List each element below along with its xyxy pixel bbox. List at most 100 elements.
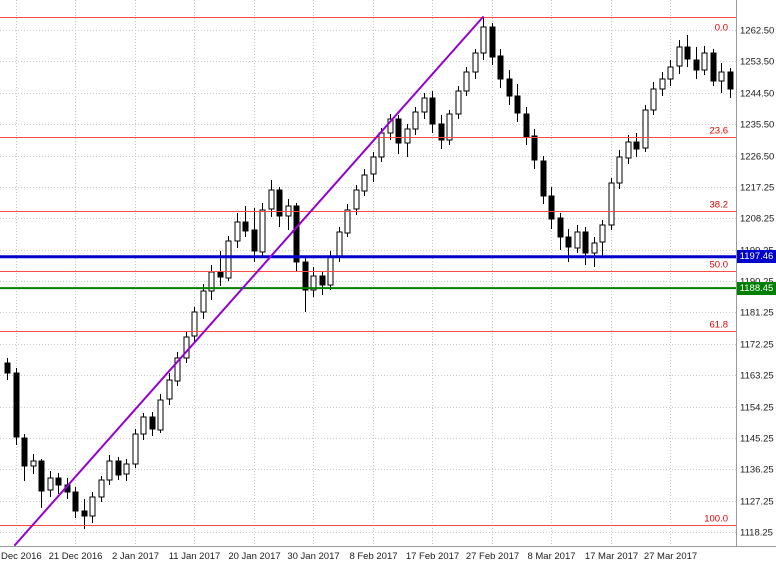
date-tick-label: 2 Jan 2017 (111, 551, 160, 562)
price-tick-label: 1235.50 (740, 119, 775, 130)
candle (149, 416, 156, 430)
candle (667, 66, 674, 80)
candle (13, 372, 20, 438)
candle (608, 182, 615, 226)
candle (531, 135, 538, 161)
candle (591, 242, 598, 254)
candle (701, 52, 708, 71)
candle (234, 221, 241, 242)
candle (370, 156, 377, 175)
candle (166, 379, 173, 400)
candle (132, 433, 139, 465)
price-tick-label: 1181.25 (740, 307, 774, 318)
price-tick-label: 1190.25 (740, 276, 774, 287)
candle (200, 290, 207, 313)
candle (710, 52, 717, 82)
date-tick-label: 8 Feb 2017 (349, 551, 398, 562)
candle (140, 416, 147, 435)
candle (310, 275, 317, 291)
candle (404, 128, 411, 144)
candle (472, 52, 479, 73)
candle (548, 195, 555, 220)
candle (268, 189, 275, 210)
candle (259, 209, 266, 253)
candle (106, 460, 113, 481)
candle (293, 205, 300, 263)
candle (302, 261, 309, 291)
candle (47, 477, 54, 491)
candle (319, 275, 326, 286)
candle (523, 113, 530, 138)
price-tick-label: 1217.25 (740, 182, 775, 193)
candle (650, 88, 657, 111)
candle (157, 399, 164, 431)
candle (55, 477, 62, 486)
candle (72, 491, 79, 512)
candle (497, 55, 504, 80)
price-tick-label: 1208.25 (740, 213, 775, 224)
date-axis-separator (0, 546, 776, 547)
price-tick-label: 1244.50 (740, 88, 775, 99)
price-axis[interactable]: 1262.50 1253.50 1244.50 1235.50 1226.50 1217.… (737, 0, 776, 546)
candle (616, 156, 623, 184)
candle (429, 97, 436, 125)
candle (718, 71, 725, 82)
candle (336, 231, 343, 257)
date-tick-label: 8 Mar 2017 (527, 551, 576, 562)
date-tick-label: 17 Feb 2017 (405, 551, 460, 562)
price-tick-label: 1145.25 (740, 433, 774, 444)
candle (574, 231, 581, 249)
candle (633, 141, 640, 150)
price-tick-label: 1226.50 (740, 151, 775, 162)
date-tick-label: 21 Dec 2016 (48, 551, 103, 562)
price-line-badge: 1197.46 (737, 250, 776, 264)
candle (225, 240, 232, 279)
candlestick-plot[interactable]: 0.0 23.6 38.2 50.0 61.8 100.0 (0, 0, 736, 546)
candle (276, 189, 283, 217)
candle (81, 510, 88, 517)
candle (353, 189, 360, 210)
candle (217, 271, 224, 278)
candle (438, 123, 445, 141)
candle (693, 59, 700, 71)
candle (361, 174, 368, 192)
candle (684, 46, 691, 60)
price-tick-label: 1136.25 (740, 464, 774, 475)
date-tick-label: 11 Jan 2017 (168, 551, 221, 562)
candle (412, 111, 419, 130)
candle (174, 357, 181, 382)
date-tick-label: Dec 2016 (1, 551, 42, 562)
candle (30, 460, 37, 467)
candle (4, 362, 11, 374)
candle (557, 217, 564, 238)
candle (242, 221, 249, 232)
candle (98, 479, 105, 498)
candle (115, 460, 122, 476)
date-tick-label: 20 Jan 2017 (228, 551, 281, 562)
candle (582, 231, 589, 254)
date-tick-label: 27 Feb 2017 (465, 551, 520, 562)
fib-level-label: 50.0 (710, 260, 729, 271)
candle (344, 209, 351, 234)
candle (38, 460, 45, 492)
fib-level-label: 23.6 (710, 126, 729, 137)
candle (446, 113, 453, 141)
candle (387, 118, 394, 134)
candle (642, 109, 649, 149)
candle (89, 496, 96, 517)
price-tick-label: 1172.25 (740, 339, 774, 350)
price-tick-label: 1262.50 (740, 25, 775, 36)
fib-level-label: 100.0 (704, 514, 728, 525)
candle (676, 46, 683, 67)
date-axis[interactable]: Dec 2016 21 Dec 2016 2 Jan 2017 11 Jan 2017… (0, 547, 736, 572)
price-tick-label: 1127.25 (740, 496, 774, 507)
candle (540, 160, 547, 197)
price-tick-label: 1118.25 (740, 527, 773, 538)
price-tick-label: 1154.25 (740, 402, 774, 413)
trend-line[interactable] (14, 16, 484, 546)
candle (506, 78, 513, 97)
candle (514, 95, 521, 114)
candle (463, 71, 470, 92)
candle (480, 26, 487, 54)
